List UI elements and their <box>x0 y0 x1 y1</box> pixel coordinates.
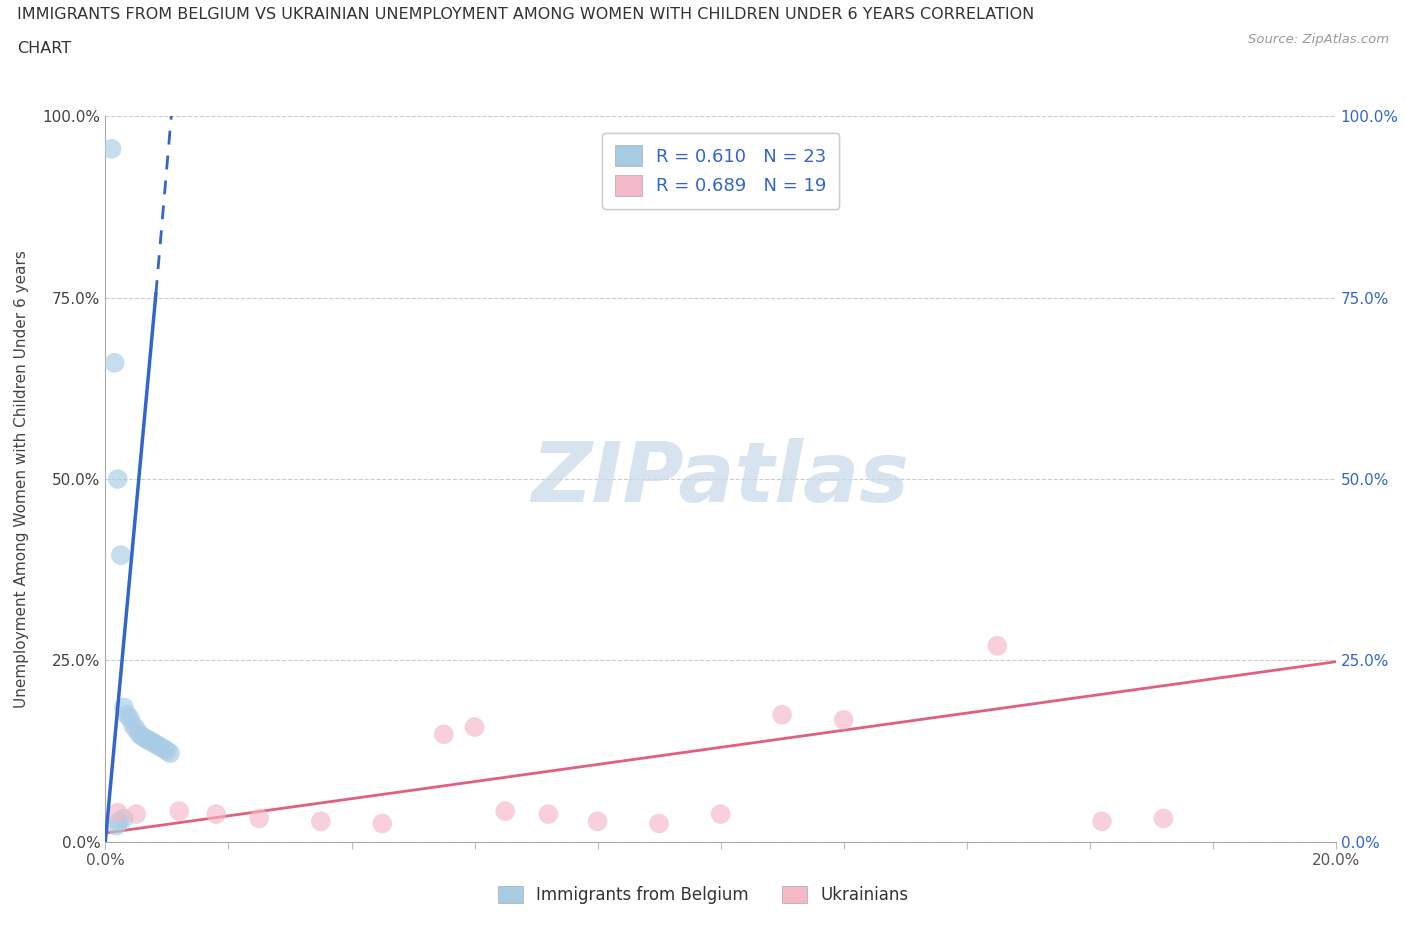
Point <box>108 814 131 829</box>
Text: ZIPatlas: ZIPatlas <box>531 438 910 520</box>
Point <box>134 731 156 746</box>
Point <box>205 806 228 821</box>
Point <box>986 638 1008 653</box>
Point <box>107 472 129 486</box>
Point <box>1091 814 1114 829</box>
Point <box>537 806 560 821</box>
Point <box>149 740 172 755</box>
Point <box>115 708 138 723</box>
Point <box>100 141 122 156</box>
Point <box>141 734 163 749</box>
Point <box>128 727 150 742</box>
Y-axis label: Unemployment Among Women with Children Under 6 years: Unemployment Among Women with Children U… <box>14 250 28 708</box>
Point <box>146 737 169 752</box>
Text: IMMIGRANTS FROM BELGIUM VS UKRAINIAN UNEMPLOYMENT AMONG WOMEN WITH CHILDREN UNDE: IMMIGRANTS FROM BELGIUM VS UKRAINIAN UNE… <box>17 7 1035 22</box>
Point <box>120 711 141 725</box>
Point <box>110 548 132 563</box>
Legend: R = 0.610   N = 23, R = 0.689   N = 19: R = 0.610 N = 23, R = 0.689 N = 19 <box>602 133 839 208</box>
Point <box>371 817 394 831</box>
Point <box>832 712 855 727</box>
Point <box>107 805 129 820</box>
Point <box>125 806 148 821</box>
Point <box>586 814 609 829</box>
Point <box>433 727 456 742</box>
Point <box>112 700 135 715</box>
Point <box>143 737 166 751</box>
Text: CHART: CHART <box>17 41 70 56</box>
Point <box>169 804 191 818</box>
Point <box>156 744 179 759</box>
Point <box>105 818 128 833</box>
Point <box>122 718 145 733</box>
Point <box>494 804 516 818</box>
Point <box>104 355 127 370</box>
Point <box>153 741 176 756</box>
Point <box>247 811 270 826</box>
Point <box>648 817 671 831</box>
Point <box>309 814 332 829</box>
Point <box>464 720 486 735</box>
Point <box>125 722 148 737</box>
Point <box>1153 811 1175 826</box>
Point <box>770 708 793 723</box>
Legend: Immigrants from Belgium, Ukrainians: Immigrants from Belgium, Ukrainians <box>491 879 915 910</box>
Point <box>131 729 153 744</box>
Point <box>159 746 181 761</box>
Point <box>112 811 135 826</box>
Text: Source: ZipAtlas.com: Source: ZipAtlas.com <box>1249 33 1389 46</box>
Point <box>138 733 160 748</box>
Point <box>710 806 733 821</box>
